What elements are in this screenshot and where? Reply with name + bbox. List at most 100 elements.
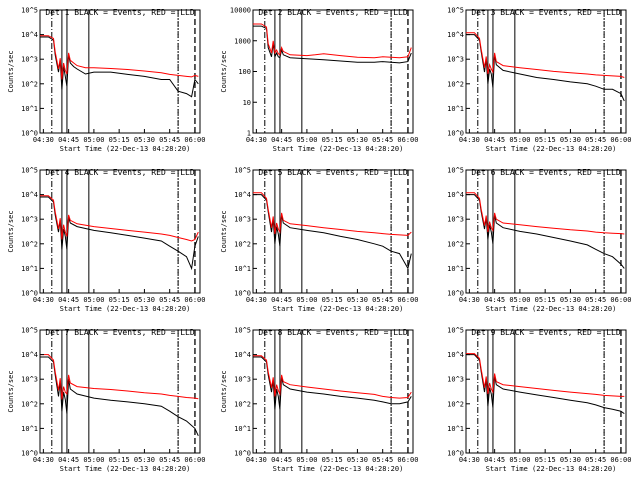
y-tick-label: 10^3 [447, 216, 464, 224]
plot-frame [252, 169, 414, 294]
detector-panel-4: 04:30 04:45 05:00 05:15 05:30 05:45 06:00 10^0 1… [7, 167, 205, 314]
x-tick-label: 04:30 [459, 456, 480, 464]
events-series-line [253, 25, 412, 64]
y-tick-label: 10^0 [21, 130, 38, 138]
detector-panel-9: 04:30 04:45 05:00 05:15 05:30 05:45 06:00 10^0 1… [447, 327, 631, 474]
x-tick-label: 04:30 [33, 136, 54, 144]
y-tick-label: 10^1 [447, 105, 464, 113]
y-tick-label: 10^0 [21, 450, 38, 458]
x-tick-label: 05:30 [347, 456, 368, 464]
y-axis-label: Counts/sec [7, 370, 15, 412]
y-tick-label: 10^2 [21, 80, 38, 88]
detector-panel-3: 04:30 04:45 05:00 05:15 05:30 05:45 06:00 10^0 1… [447, 7, 631, 154]
y-tick-label: 10^3 [234, 216, 251, 224]
plot-frame [252, 9, 414, 134]
events-series-line [466, 34, 625, 102]
detector-panel-5: 04:30 04:45 05:00 05:15 05:30 05:45 06:00 10^0 1… [220, 167, 418, 314]
x-tick-label: 05:00 [296, 456, 317, 464]
events-series-line [466, 354, 625, 415]
panel-title: Det 2 BLACK = Events, RED = LLD [258, 8, 407, 17]
lld-series-line [40, 35, 199, 80]
x-tick-label: 05:45 [585, 136, 606, 144]
x-tick-label: 04:30 [33, 456, 54, 464]
x-tick-label: 06:00 [610, 296, 631, 304]
x-tick-label: 05:15 [322, 136, 343, 144]
x-tick-label: 04:30 [33, 296, 54, 304]
x-tick-label: 04:45 [271, 456, 292, 464]
x-tick-label: 05:30 [560, 296, 581, 304]
x-tick-label: 04:30 [459, 136, 480, 144]
x-tick-label: 05:45 [159, 136, 180, 144]
y-tick-label: 10^1 [234, 425, 251, 433]
y-tick-label: 10^4 [21, 31, 38, 39]
x-tick-label: 04:30 [459, 296, 480, 304]
detector-panel-6: 04:30 04:45 05:00 05:15 05:30 05:45 06:00 10^0 1… [447, 167, 631, 314]
x-tick-label: 05:15 [535, 296, 556, 304]
y-axis-label: Counts/sec [220, 50, 228, 92]
lld-series-line [40, 354, 199, 400]
y-tick-label: 10^2 [21, 240, 38, 248]
x-tick-label: 05:30 [347, 136, 368, 144]
x-tick-label: 05:15 [322, 296, 343, 304]
events-series-line [253, 194, 412, 270]
x-axis-label: Start Time (22-Dec-13 04:28:20) [60, 305, 191, 313]
x-tick-label: 05:30 [560, 136, 581, 144]
x-tick-label: 06:00 [610, 136, 631, 144]
y-tick-label: 10^5 [21, 167, 38, 175]
y-tick-label: 10^0 [447, 450, 464, 458]
x-axis-label: Start Time (22-Dec-13 04:28:20) [273, 145, 404, 153]
x-tick-label: 05:00 [83, 136, 104, 144]
x-tick-label: 06:00 [184, 456, 205, 464]
x-tick-label: 04:30 [246, 136, 267, 144]
x-tick-label: 05:15 [535, 456, 556, 464]
x-tick-label: 04:45 [484, 456, 505, 464]
detector-panel-8: 04:30 04:45 05:00 05:15 05:30 05:45 06:00 10^0 1… [220, 327, 418, 474]
lld-series-line [253, 192, 412, 236]
x-tick-label: 06:00 [397, 456, 418, 464]
panel-title: Det 1 BLACK = Events, RED = LLD [45, 8, 194, 17]
panel-title: Det 9 BLACK = Events, RED = LLD [471, 328, 620, 337]
y-tick-label: 10^3 [21, 216, 38, 224]
y-tick-label: 10^1 [21, 425, 38, 433]
x-axis-label: Start Time (22-Dec-13 04:28:20) [486, 145, 617, 153]
x-tick-label: 04:45 [271, 136, 292, 144]
panel-title: Det 4 BLACK = Events, RED = LLD [45, 168, 194, 177]
y-tick-label: 10^4 [234, 191, 251, 199]
x-tick-label: 05:45 [372, 296, 393, 304]
x-tick-label: 06:00 [397, 136, 418, 144]
x-tick-label: 04:45 [58, 456, 79, 464]
x-tick-label: 06:00 [397, 296, 418, 304]
x-tick-label: 05:00 [83, 456, 104, 464]
y-tick-label: 10^0 [21, 290, 38, 298]
y-tick-label: 10^2 [234, 400, 251, 408]
x-tick-label: 05:15 [109, 136, 130, 144]
x-tick-label: 05:30 [134, 136, 155, 144]
y-tick-label: 10^2 [447, 400, 464, 408]
y-tick-label: 10^0 [447, 290, 464, 298]
y-tick-label: 10^1 [234, 265, 251, 273]
y-tick-label: 10^3 [21, 56, 38, 64]
events-series-line [253, 356, 412, 410]
detector-panel-1: 04:30 04:45 05:00 05:15 05:30 05:45 06:00 10^0 1… [7, 7, 205, 154]
y-tick-label: 10000 [230, 7, 251, 15]
x-tick-label: 05:15 [109, 456, 130, 464]
y-tick-label: 1 [247, 130, 251, 138]
x-tick-label: 05:15 [322, 456, 343, 464]
x-tick-label: 05:00 [509, 456, 530, 464]
x-tick-label: 05:45 [372, 136, 393, 144]
y-tick-label: 10^5 [234, 167, 251, 175]
panel-title: Det 7 BLACK = Events, RED = LLD [45, 328, 194, 337]
y-tick-label: 10^4 [21, 351, 38, 359]
x-axis-label: Start Time (22-Dec-13 04:28:20) [273, 305, 404, 313]
lld-series-line [466, 192, 625, 235]
y-axis-label: Counts/sec [7, 50, 15, 92]
x-tick-label: 05:15 [109, 296, 130, 304]
x-axis-label: Start Time (22-Dec-13 04:28:20) [486, 465, 617, 473]
x-tick-label: 05:45 [372, 456, 393, 464]
x-axis-label: Start Time (22-Dec-13 04:28:20) [60, 145, 191, 153]
y-tick-label: 10^3 [447, 56, 464, 64]
y-tick-label: 10^2 [21, 400, 38, 408]
y-tick-label: 10 [243, 99, 251, 107]
x-tick-label: 05:30 [560, 456, 581, 464]
